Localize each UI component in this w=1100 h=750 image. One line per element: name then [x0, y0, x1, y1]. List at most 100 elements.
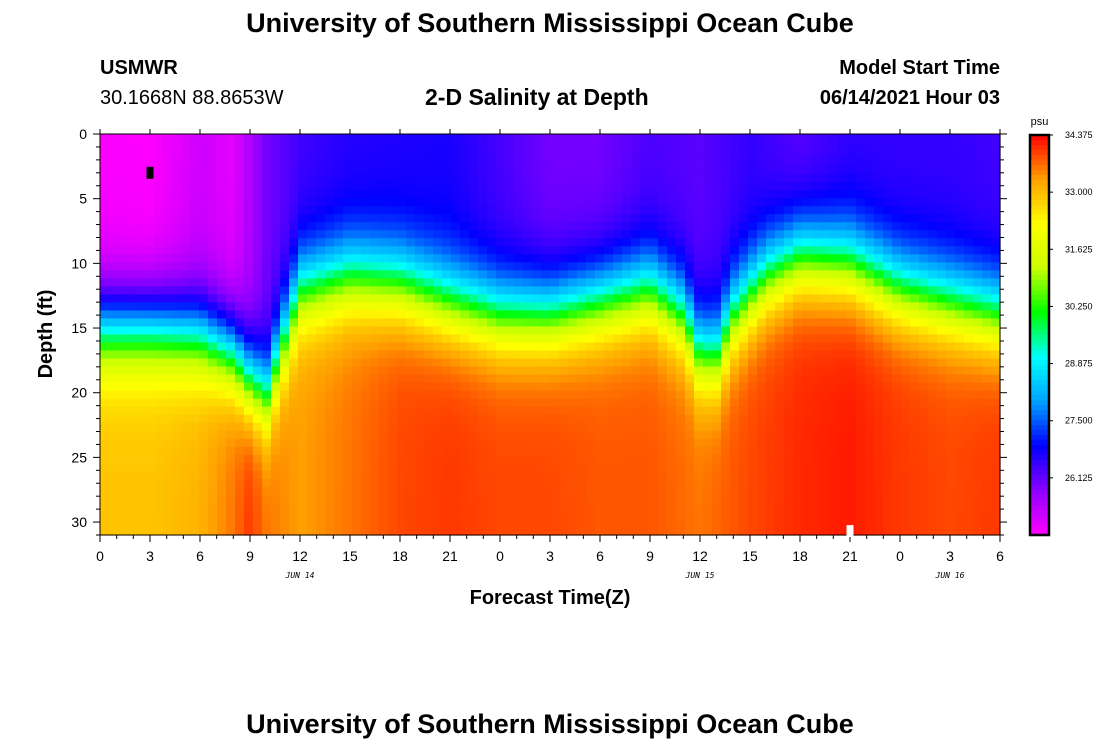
heatmap-cell [586, 374, 596, 384]
heatmap-cell [424, 222, 434, 231]
heatmap-cell [343, 382, 353, 392]
heatmap-cell [658, 246, 668, 255]
heatmap-cell [244, 366, 254, 376]
heatmap-cell [784, 286, 794, 295]
heatmap-cell [154, 398, 164, 408]
heatmap-cell [343, 318, 353, 328]
heatmap-cell [307, 182, 317, 191]
heatmap-cell [748, 222, 758, 231]
heatmap-cell [721, 278, 731, 287]
heatmap-cell [964, 502, 974, 512]
heatmap-cell [829, 302, 839, 312]
heatmap-cell [370, 350, 380, 360]
heatmap-cell [712, 358, 722, 368]
heatmap-cell [127, 278, 137, 287]
heatmap-cell [604, 134, 614, 143]
heatmap-cell [208, 382, 218, 392]
heatmap-cell [352, 286, 362, 295]
heatmap-cell [586, 302, 596, 312]
heatmap-cell [748, 190, 758, 199]
heatmap-cell [496, 494, 506, 504]
heatmap-cell [784, 478, 794, 488]
heatmap-cell [946, 198, 956, 207]
heatmap-cell [748, 278, 758, 287]
heatmap-cell [973, 446, 983, 456]
heatmap-cell [928, 526, 938, 536]
heatmap-cell [604, 286, 614, 295]
heatmap-cell [325, 422, 335, 432]
heatmap-cell [685, 134, 695, 143]
heatmap-cell [811, 318, 821, 328]
heatmap-cell [973, 326, 983, 336]
heatmap-cell [163, 190, 173, 199]
heatmap-cell [613, 142, 623, 151]
heatmap-cell [253, 246, 263, 255]
heatmap-cell [442, 302, 452, 312]
heatmap-cell [703, 454, 713, 464]
heatmap-cell [739, 494, 749, 504]
heatmap-cell [568, 430, 578, 440]
heatmap-cell [676, 310, 686, 320]
heatmap-cell [586, 326, 596, 336]
heatmap-cell [163, 494, 173, 504]
heatmap-cell [568, 526, 578, 536]
heatmap-cell [712, 134, 722, 143]
heatmap-cell [631, 422, 641, 432]
heatmap-cell [235, 494, 245, 504]
heatmap-cell [802, 406, 812, 416]
heatmap-cell [883, 198, 893, 207]
heatmap-cell [127, 230, 137, 239]
heatmap-cell [775, 198, 785, 207]
heatmap-cell [532, 374, 542, 384]
heatmap-cell [127, 318, 137, 328]
heatmap-cell [217, 238, 227, 247]
heatmap-cell [874, 502, 884, 512]
heatmap-cell [982, 310, 992, 320]
heatmap-cell [478, 526, 488, 536]
heatmap-cell [145, 446, 155, 456]
heatmap-cell [343, 398, 353, 408]
heatmap-cell [622, 262, 632, 271]
heatmap-cell [775, 406, 785, 416]
heatmap-cell [802, 158, 812, 167]
heatmap-cell [190, 502, 200, 512]
heatmap-cell [766, 454, 776, 464]
heatmap-cell [892, 158, 902, 167]
heatmap-cell [937, 206, 947, 215]
heatmap-cell [892, 358, 902, 368]
heatmap-cell [982, 494, 992, 504]
heatmap-cell [226, 230, 236, 239]
heatmap-cell [883, 310, 893, 320]
heatmap-cell [271, 342, 281, 352]
heatmap-cell [325, 502, 335, 512]
heatmap-cell [577, 438, 587, 448]
heatmap-cell [730, 486, 740, 496]
heatmap-cell [802, 446, 812, 456]
heatmap-cell [163, 174, 173, 183]
heatmap-cell [838, 358, 848, 368]
heatmap-cell [901, 414, 911, 424]
heatmap-cell [496, 526, 506, 536]
heatmap-cell [874, 238, 884, 247]
heatmap-cell [541, 270, 551, 279]
heatmap-cell [955, 182, 965, 191]
heatmap-cell [127, 406, 137, 416]
heatmap-cell [964, 486, 974, 496]
heatmap-cell [460, 158, 470, 167]
heatmap-cell [991, 374, 1001, 384]
heatmap-cell [433, 310, 443, 320]
heatmap-cell [415, 318, 425, 328]
heatmap-cell [793, 422, 803, 432]
heatmap-cell [811, 278, 821, 287]
heatmap-cell [262, 342, 272, 352]
heatmap-cell [856, 190, 866, 199]
heatmap-cell [208, 430, 218, 440]
heatmap-cell [370, 246, 380, 255]
heatmap-cell [190, 326, 200, 336]
heatmap-cell [577, 262, 587, 271]
heatmap-cell [478, 262, 488, 271]
heatmap-cell [334, 214, 344, 223]
heatmap-cell [676, 478, 686, 488]
heatmap-cell [676, 438, 686, 448]
heatmap-cell [937, 510, 947, 520]
